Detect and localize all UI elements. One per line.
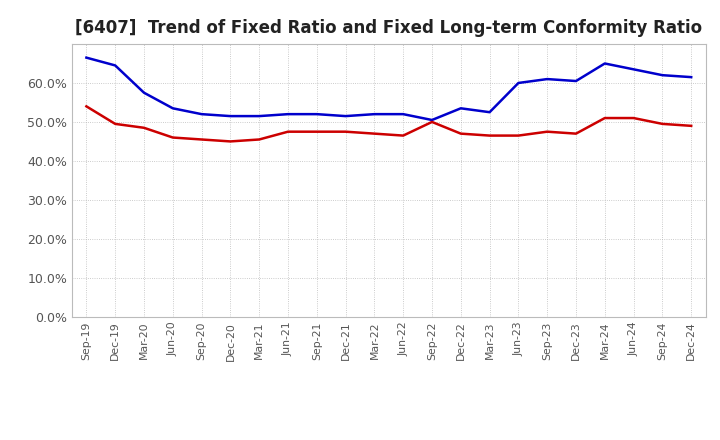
Fixed Ratio xyxy=(600,61,609,66)
Fixed Long-term Conformity Ratio xyxy=(572,131,580,136)
Title: [6407]  Trend of Fixed Ratio and Fixed Long-term Conformity Ratio: [6407] Trend of Fixed Ratio and Fixed Lo… xyxy=(75,19,703,37)
Fixed Long-term Conformity Ratio xyxy=(456,131,465,136)
Line: Fixed Ratio: Fixed Ratio xyxy=(86,58,691,120)
Fixed Long-term Conformity Ratio xyxy=(399,133,408,138)
Fixed Long-term Conformity Ratio xyxy=(140,125,148,130)
Fixed Ratio xyxy=(428,117,436,123)
Fixed Long-term Conformity Ratio xyxy=(543,129,552,134)
Fixed Ratio xyxy=(341,114,350,119)
Fixed Ratio xyxy=(168,106,177,111)
Fixed Long-term Conformity Ratio xyxy=(168,135,177,140)
Fixed Long-term Conformity Ratio xyxy=(370,131,379,136)
Line: Fixed Long-term Conformity Ratio: Fixed Long-term Conformity Ratio xyxy=(86,106,691,141)
Fixed Long-term Conformity Ratio xyxy=(629,115,638,121)
Fixed Ratio xyxy=(514,81,523,86)
Fixed Long-term Conformity Ratio xyxy=(226,139,235,144)
Fixed Ratio xyxy=(629,67,638,72)
Fixed Long-term Conformity Ratio xyxy=(82,104,91,109)
Fixed Ratio xyxy=(543,77,552,82)
Fixed Long-term Conformity Ratio xyxy=(428,119,436,125)
Fixed Long-term Conformity Ratio xyxy=(658,121,667,127)
Fixed Ratio xyxy=(687,74,696,80)
Fixed Long-term Conformity Ratio xyxy=(341,129,350,134)
Fixed Long-term Conformity Ratio xyxy=(514,133,523,138)
Fixed Ratio xyxy=(399,111,408,117)
Fixed Ratio xyxy=(572,78,580,84)
Fixed Ratio xyxy=(226,114,235,119)
Fixed Ratio xyxy=(284,111,292,117)
Fixed Ratio xyxy=(312,111,321,117)
Fixed Ratio xyxy=(485,110,494,115)
Fixed Ratio xyxy=(370,111,379,117)
Fixed Long-term Conformity Ratio xyxy=(600,115,609,121)
Fixed Long-term Conformity Ratio xyxy=(111,121,120,127)
Fixed Ratio xyxy=(197,111,206,117)
Fixed Long-term Conformity Ratio xyxy=(485,133,494,138)
Fixed Long-term Conformity Ratio xyxy=(687,123,696,128)
Fixed Long-term Conformity Ratio xyxy=(284,129,292,134)
Fixed Long-term Conformity Ratio xyxy=(312,129,321,134)
Fixed Ratio xyxy=(140,90,148,95)
Fixed Ratio xyxy=(658,73,667,78)
Fixed Long-term Conformity Ratio xyxy=(197,137,206,142)
Fixed Ratio xyxy=(111,63,120,68)
Fixed Ratio xyxy=(82,55,91,60)
Fixed Ratio xyxy=(456,106,465,111)
Fixed Ratio xyxy=(255,114,264,119)
Fixed Long-term Conformity Ratio xyxy=(255,137,264,142)
